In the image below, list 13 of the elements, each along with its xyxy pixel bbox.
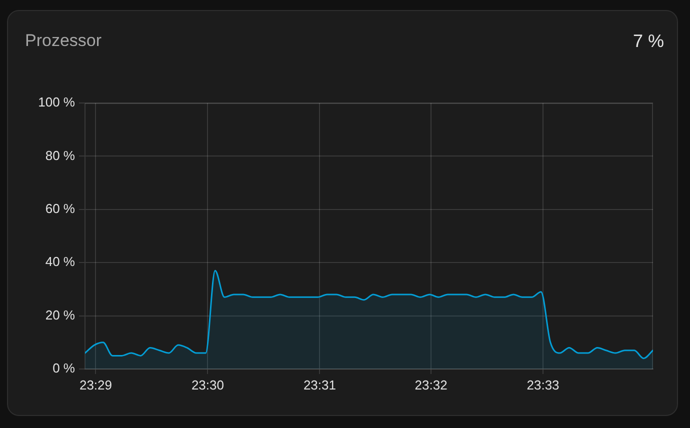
chart-title: Prozessor: [25, 31, 102, 51]
text: 7 %: [632, 31, 664, 51]
x-tick-label: 23:31: [303, 377, 336, 392]
y-tick-label: 100 %: [38, 94, 76, 110]
x-tick-label: 23:29: [79, 377, 112, 392]
x-tick-label: 23:30: [191, 377, 224, 392]
y-tick-label: 60 %: [45, 200, 76, 216]
y-tick-label: 40 %: [45, 254, 76, 270]
x-tick-label: 23:32: [414, 377, 448, 392]
y-tick-label: 0 %: [52, 360, 76, 376]
y-tick-label: 20 %: [45, 307, 76, 322]
x-tick-label: 23:33: [526, 377, 560, 392]
y-tick-label: 80 %: [45, 148, 76, 163]
